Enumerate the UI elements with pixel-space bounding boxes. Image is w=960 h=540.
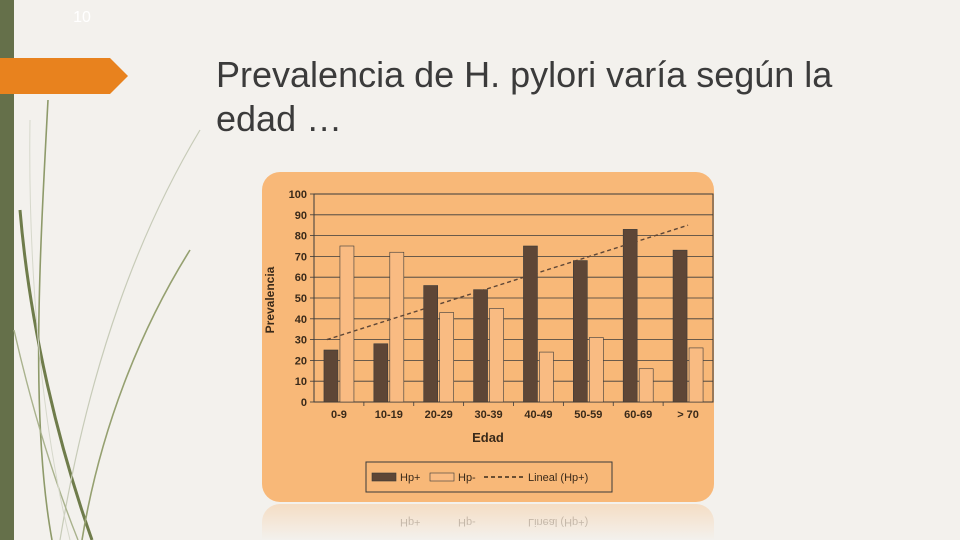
slide-number-arrow bbox=[0, 58, 128, 94]
trendline-line bbox=[326, 224, 689, 341]
bars bbox=[323, 229, 704, 403]
chart-panel: 0 10 20 30 40 50 60 70 80 90 100 0-9 10-19 20-29 30-3… bbox=[262, 172, 714, 502]
bar-hp-pos-6 bbox=[622, 229, 638, 403]
bar-hp-pos-0 bbox=[323, 349, 339, 403]
y-axis-label: Prevalencia bbox=[263, 266, 277, 333]
bar-hp-pos-5 bbox=[573, 260, 588, 403]
reflection-legend-trendline: Lineal (Hp+) bbox=[528, 516, 589, 528]
bar-hp-pos-2 bbox=[423, 285, 438, 403]
bar-chart: 0 10 20 30 40 50 60 70 80 90 100 0-9 10-19 20-29 30-3… bbox=[263, 189, 714, 493]
bar-hp-pos-3 bbox=[473, 289, 488, 403]
bar-hp-neg-2 bbox=[439, 312, 454, 403]
x-tick-label: 50-59 bbox=[574, 409, 602, 421]
legend-swatch-hp-neg bbox=[429, 472, 455, 482]
x-tick-label: 20-29 bbox=[425, 409, 453, 421]
y-tick-label: 100 bbox=[289, 189, 307, 201]
slide-title-line2: edad … bbox=[216, 98, 343, 139]
legend-label-trendline: Lineal (Hp+) bbox=[528, 472, 588, 484]
decorative-grass-lines bbox=[13, 99, 201, 540]
y-tick-label: 80 bbox=[295, 231, 307, 243]
x-tick-label: 40-49 bbox=[524, 409, 552, 421]
sidebar-accent-bar bbox=[0, 0, 14, 540]
reflection-legend-hp-pos: Hp+ bbox=[400, 516, 421, 528]
x-tick-label: 30-39 bbox=[474, 409, 502, 421]
chart-reflection: Hp+ Hp- Lineal (Hp+) bbox=[262, 504, 714, 540]
bar-hp-neg-6 bbox=[638, 368, 654, 403]
slide-number: 10 bbox=[73, 9, 91, 26]
bar-hp-pos-7 bbox=[672, 249, 688, 403]
x-tick-label: 60-69 bbox=[624, 409, 652, 421]
y-tick-label: 90 bbox=[295, 210, 307, 222]
y-tick-label: 10 bbox=[295, 376, 307, 388]
slide-title: Prevalencia de H. pylori varía según la … bbox=[216, 53, 936, 141]
x-tick-label: > 70 bbox=[677, 409, 699, 421]
bar-hp-neg-5 bbox=[589, 337, 604, 403]
bar-hp-neg-3 bbox=[489, 308, 504, 403]
legend-box bbox=[365, 461, 613, 493]
y-tick-label: 40 bbox=[295, 314, 307, 326]
x-tick-label: 10-19 bbox=[375, 409, 403, 421]
y-tick-labels: 0 10 20 30 40 50 60 70 80 90 100 bbox=[289, 189, 314, 409]
y-tick-label: 70 bbox=[295, 251, 307, 263]
slide-number-badge bbox=[0, 58, 128, 94]
trendline bbox=[326, 224, 689, 341]
x-tick-labels: 0-9 10-19 20-29 30-39 40-49 50-59 60-69 > 70 bbox=[331, 402, 699, 421]
bar-hp-neg-1 bbox=[389, 251, 405, 403]
y-tick-label: 60 bbox=[295, 272, 307, 284]
x-tick-label: 0-9 bbox=[331, 409, 347, 421]
y-tick-label: 20 bbox=[295, 355, 307, 367]
bar-hp-neg-4 bbox=[539, 351, 554, 403]
legend-swatch-hp-pos bbox=[371, 472, 397, 482]
bar-hp-pos-4 bbox=[523, 245, 538, 403]
reflection-legend: Hp+ Hp- Lineal (Hp+) bbox=[366, 510, 612, 532]
y-tick-label: 50 bbox=[295, 293, 307, 305]
bar-hp-neg-0 bbox=[339, 245, 355, 403]
bar-hp-pos-1 bbox=[373, 343, 389, 403]
x-axis-label: Edad bbox=[472, 430, 504, 445]
bar-hp-neg-7 bbox=[688, 347, 704, 403]
y-tick-label: 30 bbox=[295, 335, 307, 347]
legend-label-hp-pos: Hp+ bbox=[400, 472, 421, 484]
legend: Hp+ Hp- Lineal (Hp+) bbox=[365, 461, 613, 493]
reflection-legend-hp-neg: Hp- bbox=[458, 516, 476, 528]
legend-label-hp-neg: Hp- bbox=[458, 472, 476, 484]
slide-title-line1: Prevalencia de H. pylori varía según la bbox=[216, 54, 833, 95]
y-tick-label: 0 bbox=[301, 397, 307, 409]
